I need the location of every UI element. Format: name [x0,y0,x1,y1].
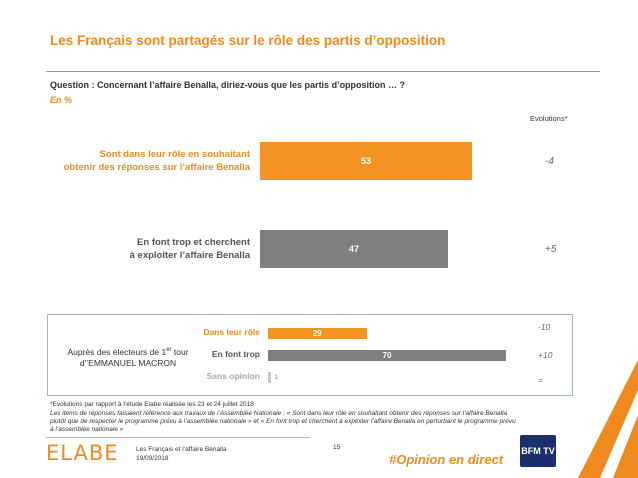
page-title: Les Français sont partagés sur le rôle d… [50,33,446,48]
brand-triangle-icon [578,360,638,478]
sub-evolution-value: = [538,375,543,385]
macron-voters-group-label: Auprès des électeurs de 1er tour d’’EMMA… [58,345,198,369]
main-bar-value-label: 47 [348,244,359,254]
sub-bar [268,328,367,339]
sub-category-label: Sans opinion [206,371,260,381]
sub-bar-value-label: 70 [382,351,392,360]
sub-category-label: En font trop [211,349,260,359]
footer-divider [46,437,310,438]
main-category-label: Sont dans leur rôle en souhaitant obtenir… [40,148,250,174]
source-title: Les Français et l’affaire Benalla [136,446,227,453]
main-bar: 47 [260,230,448,268]
sub-bar-value-label: 29 [312,329,322,338]
sub-bar [268,350,506,361]
bfm-tv-logo: BFM TV [520,435,556,467]
main-category-label-line: En font trop et cherchent [137,237,250,248]
sub-category-label: Dans leur rôle [203,327,260,337]
page-number: 15 [333,444,341,451]
main-category-label-line: obtenir des réponses sur l’affaire Benal… [63,162,250,173]
footnote-items-2: plutôt que de respecter le programme pré… [50,418,516,425]
evolutions-header: Evolutions* [530,114,568,123]
macron-voters-box [47,314,573,396]
main-bar-value-label: 53 [360,156,371,166]
main-category-label: En font trop et cherchent à exploiter l’a… [40,236,250,262]
footnote-items-3: à l’assemblée nationale » [50,426,124,433]
hashtag: #Opinion en direct [389,452,504,467]
sub-bar [268,372,272,383]
source-date: 19/09/2018 [136,455,169,462]
main-category-label-line: à exploiter l’affaire Benalla [129,250,250,261]
group-label-line-1: Auprès des électeurs de 1er tour [67,346,189,357]
question-text: Question : Concernant l’affaire Benalla,… [50,80,406,90]
sub-bar-value-label: 1 [274,374,279,381]
sub-evolution-value: +10 [538,350,553,360]
main-category-label-line: Sont dans leur rôle en souhaitant [99,149,250,160]
sub-evolution-value: -10 [538,322,551,332]
main-bar: 53 [260,142,472,180]
title-divider [46,71,600,72]
group-label-line-2: d’’EMMANUEL MACRON [79,357,177,368]
footnote-evolutions: *Evolutions par rapport à l’étude Elabe … [50,401,254,408]
main-evolution-value: +5 [545,244,557,255]
unit-label: En % [50,95,73,105]
main-evolution-value: -4 [545,156,554,167]
footnote-items-1: Les items de réponses faisaient référenc… [50,410,508,417]
elabe-logo: ELABE [46,441,119,465]
